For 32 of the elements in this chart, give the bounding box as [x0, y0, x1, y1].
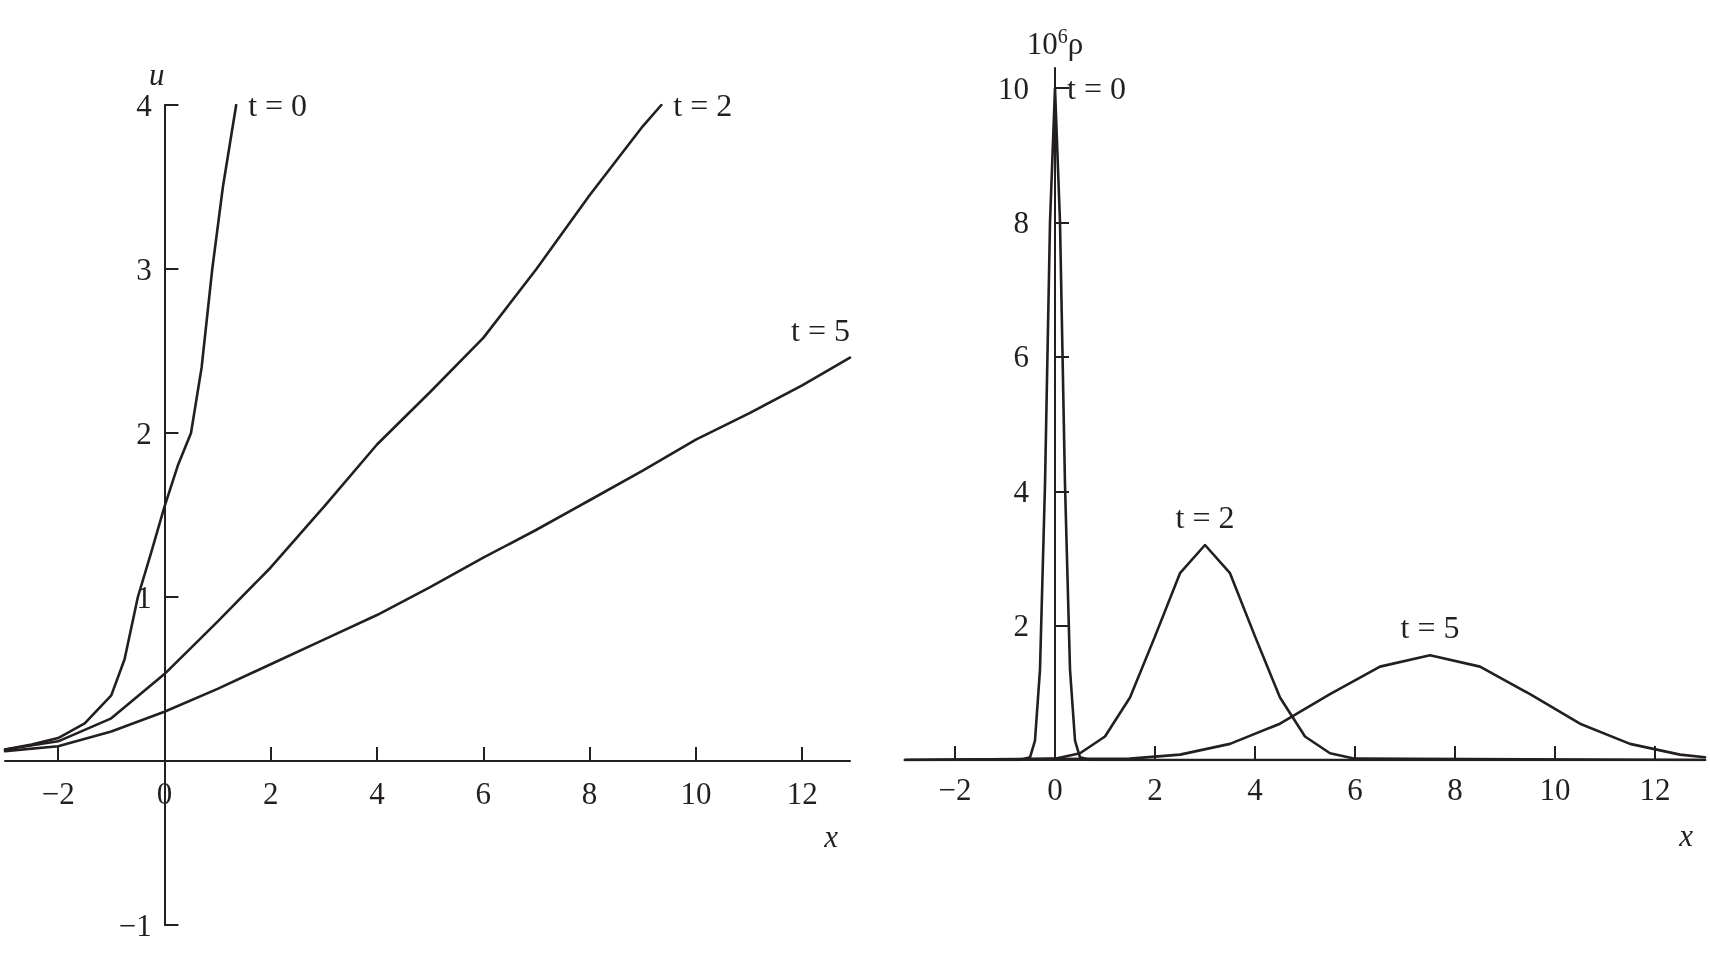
series-label: t = 0 [1067, 70, 1126, 107]
x-tick-label: 2 [262, 776, 279, 811]
x-tick-label: 0 [1047, 772, 1063, 807]
series-label: t = 0 [248, 87, 308, 123]
series-label: t = 5 [1400, 609, 1460, 646]
x-axis-title: x [823, 819, 839, 854]
x-tick-label: 4 [369, 776, 386, 811]
x-tick-label: 10 [680, 776, 712, 811]
series-label: t = 2 [673, 87, 733, 123]
x-axis-title: x [1678, 818, 1694, 853]
y-tick-label: 3 [136, 251, 152, 287]
y-tick-label: 6 [1013, 339, 1029, 375]
x-tick-label: 6 [475, 776, 492, 811]
x-tick-label: 10 [1539, 772, 1571, 807]
y-tick-label: 10 [998, 70, 1029, 106]
x-tick-label: 8 [581, 776, 598, 811]
y-tick-label: 8 [1013, 205, 1029, 241]
series-label: t = 2 [1175, 499, 1235, 536]
x-tick-label: 12 [1639, 772, 1671, 807]
x-tick-label: 12 [786, 776, 818, 811]
y-tick-label: 4 [1013, 473, 1030, 509]
x-tick-label: 2 [1147, 772, 1163, 807]
y-tick-label: 2 [136, 415, 152, 451]
x-tick-label: −2 [938, 772, 972, 807]
y-tick-label: 2 [1013, 608, 1029, 644]
series-label: t = 5 [791, 311, 850, 348]
x-tick-label: 4 [1247, 772, 1264, 807]
x-tick-label: 8 [1447, 772, 1463, 807]
x-tick-label: 6 [1347, 772, 1363, 807]
y-tick-label: −1 [118, 907, 152, 943]
y-tick-label: 1 [136, 579, 152, 615]
x-tick-label: −2 [41, 776, 75, 811]
